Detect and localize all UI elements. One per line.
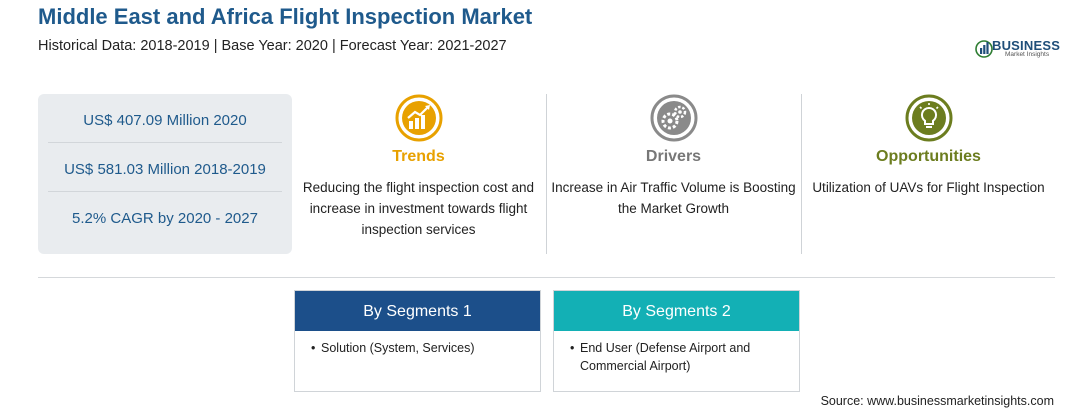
- segment-2-card: By Segments 2 End User (Defense Airport …: [553, 290, 800, 392]
- drivers-text: Increase in Air Traffic Volume is Boosti…: [551, 180, 796, 216]
- opportunities-column: Opportunities Utilization of UAVs for Fl…: [806, 94, 1051, 254]
- section-divider: [38, 277, 1055, 278]
- stat-historical-value: US$ 581.03 Million 2018-2019: [64, 161, 266, 178]
- globe-bars-icon: [975, 40, 993, 58]
- stat-cagr: 5.2% CAGR by 2020 - 2027: [72, 210, 258, 227]
- trends-heading: Trends: [392, 148, 445, 165]
- market-stats-panel: US$ 407.09 Million 2020 US$ 581.03 Milli…: [38, 94, 292, 254]
- gears-icon: [650, 94, 697, 142]
- list-item: End User (Defense Airport and Commercial…: [570, 339, 799, 375]
- opportunities-heading: Opportunities: [876, 148, 981, 165]
- column-divider: [546, 94, 547, 254]
- stat-market-value-2020: US$ 407.09 Million 2020: [83, 112, 247, 129]
- source-note: Source: www.businessmarketinsights.com: [820, 394, 1054, 408]
- column-divider: [801, 94, 802, 254]
- lightbulb-icon: [905, 94, 952, 142]
- page-subtitle: Historical Data: 2018-2019 | Base Year: …: [38, 38, 507, 54]
- logo-tagline: Market Insights: [1005, 51, 1050, 58]
- segment-1-list: Solution (System, Services): [295, 339, 540, 357]
- page-title: Middle East and Africa Flight Inspection…: [38, 4, 533, 29]
- drivers-heading: Drivers: [645, 148, 702, 165]
- stat-divider: [48, 191, 282, 192]
- segment-1-title: By Segments 1: [295, 291, 540, 331]
- segment-2-title: By Segments 2: [554, 291, 799, 331]
- opportunities-text: Utilization of UAVs for Flight Inspectio…: [812, 180, 1045, 195]
- brand-logo: BUSINESS Market Insights: [975, 36, 1060, 60]
- trend-chart-icon: [395, 94, 442, 142]
- segment-2-list: End User (Defense Airport and Commercial…: [554, 339, 799, 375]
- logo-name: BUSINESS: [992, 38, 1061, 53]
- trends-column: Trends Reducing the flight inspection co…: [296, 94, 541, 254]
- trends-text: Reducing the flight inspection cost and …: [302, 180, 535, 237]
- stat-divider: [48, 142, 282, 143]
- segment-1-card: By Segments 1 Solution (System, Services…: [294, 290, 541, 392]
- list-item: Solution (System, Services): [311, 339, 540, 357]
- drivers-column: Drivers Increase in Air Traffic Volume i…: [551, 94, 796, 254]
